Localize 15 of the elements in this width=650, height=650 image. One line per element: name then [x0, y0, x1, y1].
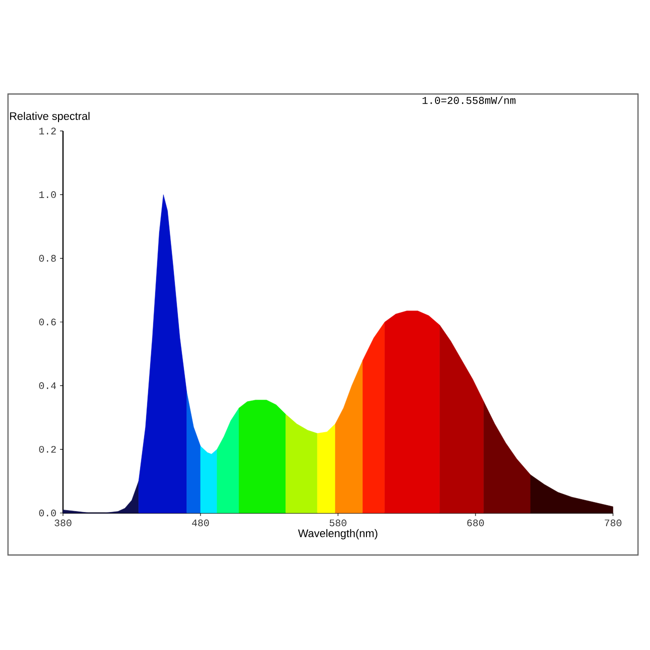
x-tick-label: 780 [604, 520, 622, 526]
y-tick-label: 0.8 [39, 254, 56, 262]
x-axis-title: Wavelength(nm) [298, 529, 378, 540]
x-tick-label: 480 [192, 520, 209, 526]
y-tick-label: 0.2 [39, 446, 56, 453]
y-tick-label: 0.4 [39, 382, 56, 390]
y-tick-label: 1.0 [39, 191, 56, 198]
x-tick-label: 580 [330, 520, 346, 526]
y-axis-title: Relative spectral [10, 112, 90, 122]
y-tick-label: 1.2 [39, 128, 56, 134]
x-tick-label: 680 [467, 520, 484, 526]
y-tick-label: 0.6 [39, 318, 56, 326]
y-tick-label: 0.0 [39, 510, 56, 516]
text: 1.0=20.558mW/nm [422, 96, 516, 104]
x-tick-label: 380 [54, 520, 72, 526]
